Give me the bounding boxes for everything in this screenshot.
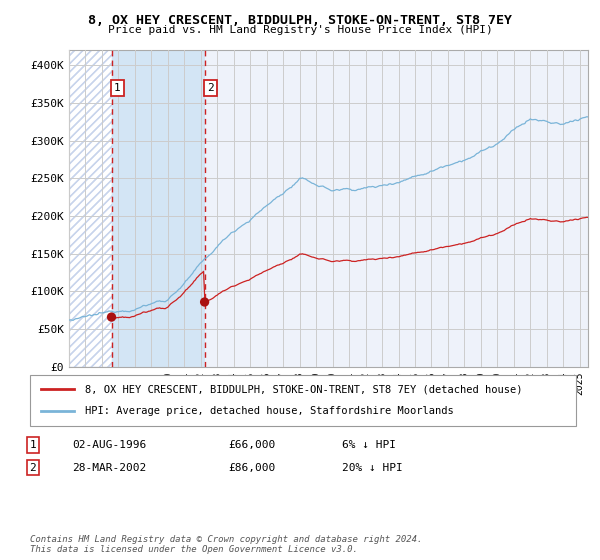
Polygon shape	[112, 50, 205, 367]
Point	[107, 312, 116, 321]
Text: 02-AUG-1996: 02-AUG-1996	[72, 440, 146, 450]
Polygon shape	[69, 50, 112, 367]
Text: £66,000: £66,000	[228, 440, 275, 450]
Text: Price paid vs. HM Land Registry's House Price Index (HPI): Price paid vs. HM Land Registry's House …	[107, 25, 493, 35]
Text: 28-MAR-2002: 28-MAR-2002	[72, 463, 146, 473]
Text: HPI: Average price, detached house, Staffordshire Moorlands: HPI: Average price, detached house, Staf…	[85, 407, 454, 417]
Text: 2: 2	[29, 463, 37, 473]
Text: 6% ↓ HPI: 6% ↓ HPI	[342, 440, 396, 450]
Point	[200, 297, 209, 306]
Text: 20% ↓ HPI: 20% ↓ HPI	[342, 463, 403, 473]
Text: 8, OX HEY CRESCENT, BIDDULPH, STOKE-ON-TRENT, ST8 7EY (detached house): 8, OX HEY CRESCENT, BIDDULPH, STOKE-ON-T…	[85, 384, 522, 394]
Text: £86,000: £86,000	[228, 463, 275, 473]
FancyBboxPatch shape	[30, 375, 576, 426]
Text: 1: 1	[114, 83, 121, 93]
Text: 8, OX HEY CRESCENT, BIDDULPH, STOKE-ON-TRENT, ST8 7EY: 8, OX HEY CRESCENT, BIDDULPH, STOKE-ON-T…	[88, 14, 512, 27]
Text: 2: 2	[207, 83, 214, 93]
Text: Contains HM Land Registry data © Crown copyright and database right 2024.
This d: Contains HM Land Registry data © Crown c…	[30, 535, 422, 554]
Text: 1: 1	[29, 440, 37, 450]
